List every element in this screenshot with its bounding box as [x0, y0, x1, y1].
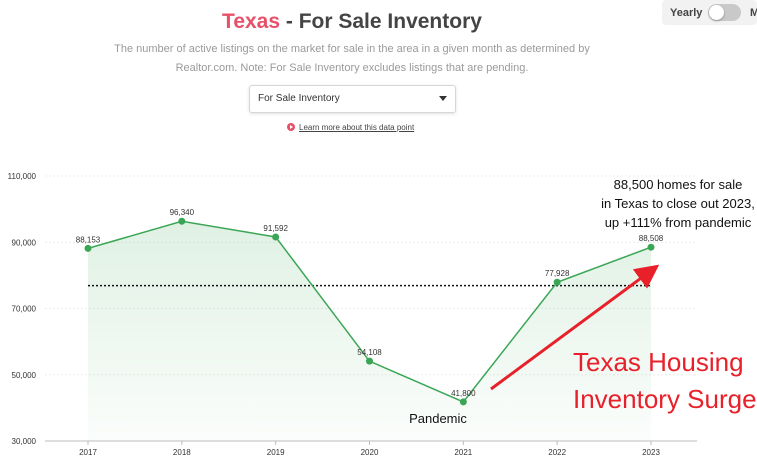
headline-line: Inventory Surge: [573, 384, 757, 414]
data-label: 54,108: [357, 348, 382, 357]
title-text: - For Sale Inventory: [280, 10, 482, 33]
pandemic-annotation: Pandemic: [409, 411, 467, 426]
data-label: 77,928: [545, 269, 570, 278]
page-title: Texas - For Sale Inventory: [0, 10, 704, 34]
data-point: [178, 217, 186, 225]
surge-note: 88,500 homes for sale in Texas to close …: [598, 175, 757, 232]
chevron-down-icon: [439, 96, 447, 101]
data-point: [459, 398, 467, 406]
data-label: 88,508: [639, 234, 664, 243]
data-point: [272, 233, 280, 241]
data-label: 88,153: [76, 235, 101, 244]
data-point: [647, 243, 655, 251]
learn-more-text: Learn more about this data point: [299, 123, 415, 132]
data-label: 91,592: [263, 224, 288, 233]
surge-note-line: in Texas to close out 2023,: [601, 196, 755, 211]
yearly-toggle-label: Yearly: [670, 7, 703, 19]
x-tick-label: 2020: [361, 448, 379, 457]
data-point: [84, 244, 92, 252]
monthly-toggle-label: M: [750, 7, 757, 19]
data-point: [366, 357, 373, 365]
surge-arrow: [490, 264, 660, 391]
x-tick-label: 2019: [267, 448, 285, 457]
x-tick-label: 2021: [454, 448, 472, 457]
y-tick-label: 70,000: [12, 305, 37, 314]
x-tick-label: 2018: [173, 448, 191, 457]
y-tick-label: 30,000: [12, 437, 37, 446]
toggle-knob: [709, 5, 724, 20]
metric-select-value: For Sale Inventory: [258, 93, 340, 104]
series-area: [88, 221, 651, 441]
y-tick-label: 50,000: [12, 371, 37, 380]
metric-select[interactable]: For Sale Inventory: [249, 85, 456, 113]
state-name: Texas: [222, 10, 281, 33]
yearly-toggle[interactable]: [708, 4, 741, 21]
page-subtitle: The number of active listings on the mar…: [114, 43, 590, 74]
surge-note-line: up +111% from pandemic: [604, 215, 752, 230]
play-icon: [287, 123, 295, 131]
x-tick-label: 2022: [548, 448, 566, 457]
y-tick-label: 110,000: [8, 172, 37, 181]
y-tick-label: 90,000: [12, 238, 37, 247]
surge-note-line: 88,500 homes for sale: [613, 177, 743, 192]
headline-line: Texas Housing: [573, 347, 744, 377]
data-label: 41,800: [451, 389, 476, 398]
x-tick-label: 2017: [79, 448, 97, 457]
data-label: 96,340: [170, 208, 195, 217]
data-point: [553, 278, 561, 286]
learn-more-link[interactable]: Learn more about this data point: [287, 123, 414, 132]
x-tick-label: 2023: [642, 448, 660, 457]
